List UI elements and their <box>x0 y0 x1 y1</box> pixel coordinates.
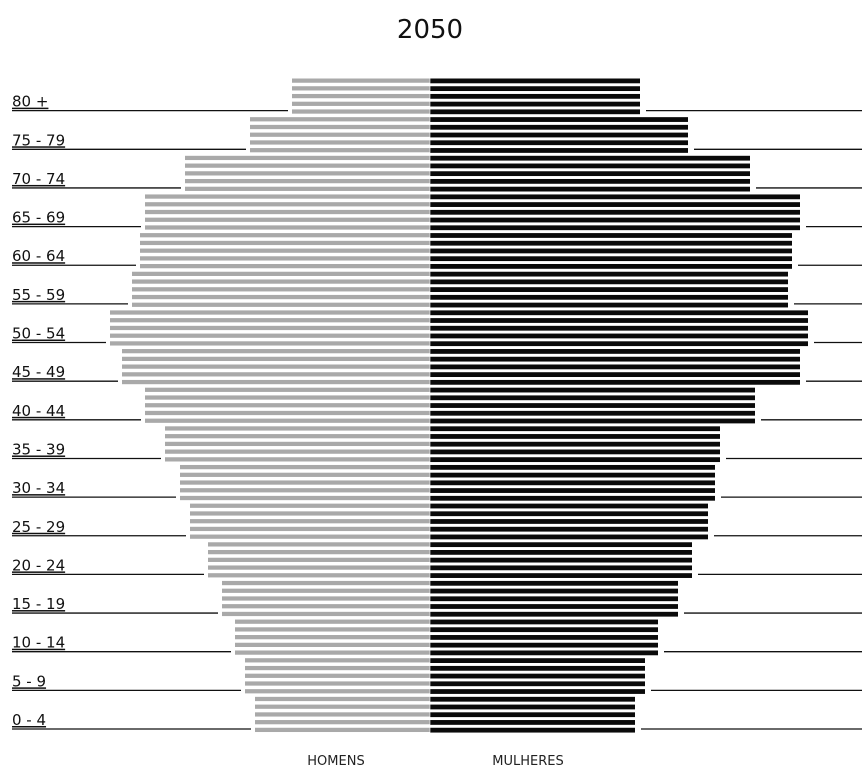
age-label: 75 - 79 <box>12 131 65 149</box>
bar-men-0-4 <box>255 696 430 733</box>
bar-men-65-69 <box>145 194 430 230</box>
age-label: 0 - 4 <box>12 711 46 729</box>
bar-men-80+ <box>292 78 430 114</box>
bar-women-0-4 <box>430 696 635 733</box>
bar-women-20-24 <box>430 542 692 578</box>
age-label: 70 - 74 <box>12 170 65 188</box>
bar-women-75-79 <box>430 117 688 153</box>
age-labels-group: 80 + 75 - 79 70 - 74 65 - 69 60 - 64 55 - 59 5… <box>12 93 862 730</box>
age-label: 10 - 14 <box>12 634 65 652</box>
bar-women-5-9 <box>430 658 645 694</box>
bar-women-40-44 <box>430 387 755 424</box>
bar-women-50-54 <box>430 310 808 347</box>
bar-men-10-14 <box>235 619 430 655</box>
bar-men-15-19 <box>222 580 430 617</box>
age-label: 80 + <box>12 93 48 111</box>
age-label: 25 - 29 <box>12 518 65 536</box>
legend-men: HOMENS <box>307 754 364 769</box>
bar-men-70-74 <box>185 155 430 191</box>
bar-men-50-54 <box>110 310 430 346</box>
age-label: 20 - 24 <box>12 556 65 574</box>
age-label: 60 - 64 <box>12 247 65 265</box>
bar-men-25-29 <box>190 503 430 539</box>
bar-women-65-69 <box>430 194 800 231</box>
age-label: 5 - 9 <box>12 672 46 690</box>
bars-group <box>110 78 808 735</box>
bar-women-80+ <box>430 78 640 115</box>
age-label: 40 - 44 <box>12 402 65 420</box>
bar-women-25-29 <box>430 503 708 540</box>
age-label: 45 - 49 <box>12 363 65 381</box>
bar-men-60-64 <box>140 233 430 269</box>
bar-women-15-19 <box>430 580 678 617</box>
bar-women-70-74 <box>430 155 750 192</box>
bar-women-55-59 <box>430 271 788 308</box>
legend-women: MULHERES <box>492 754 563 769</box>
bar-women-10-14 <box>430 619 658 656</box>
bar-women-45-49 <box>430 349 800 385</box>
bar-men-20-24 <box>208 542 430 578</box>
age-label: 30 - 34 <box>12 479 65 497</box>
bar-women-60-64 <box>430 233 792 269</box>
bar-men-75-79 <box>250 117 430 153</box>
age-label: 65 - 69 <box>12 209 65 227</box>
bar-men-30-34 <box>180 464 430 501</box>
bar-women-35-39 <box>430 426 720 463</box>
bar-men-40-44 <box>145 387 430 423</box>
bar-women-30-34 <box>430 464 715 501</box>
age-label: 35 - 39 <box>12 440 65 458</box>
bar-men-45-49 <box>122 349 430 385</box>
chart-title: 2050 <box>397 15 463 45</box>
age-label: 55 - 59 <box>12 286 65 304</box>
bar-men-35-39 <box>165 426 430 462</box>
age-label: 15 - 19 <box>12 595 65 613</box>
bar-men-55-59 <box>132 271 430 307</box>
age-label: 50 - 54 <box>12 325 65 343</box>
bar-men-5-9 <box>245 658 430 694</box>
